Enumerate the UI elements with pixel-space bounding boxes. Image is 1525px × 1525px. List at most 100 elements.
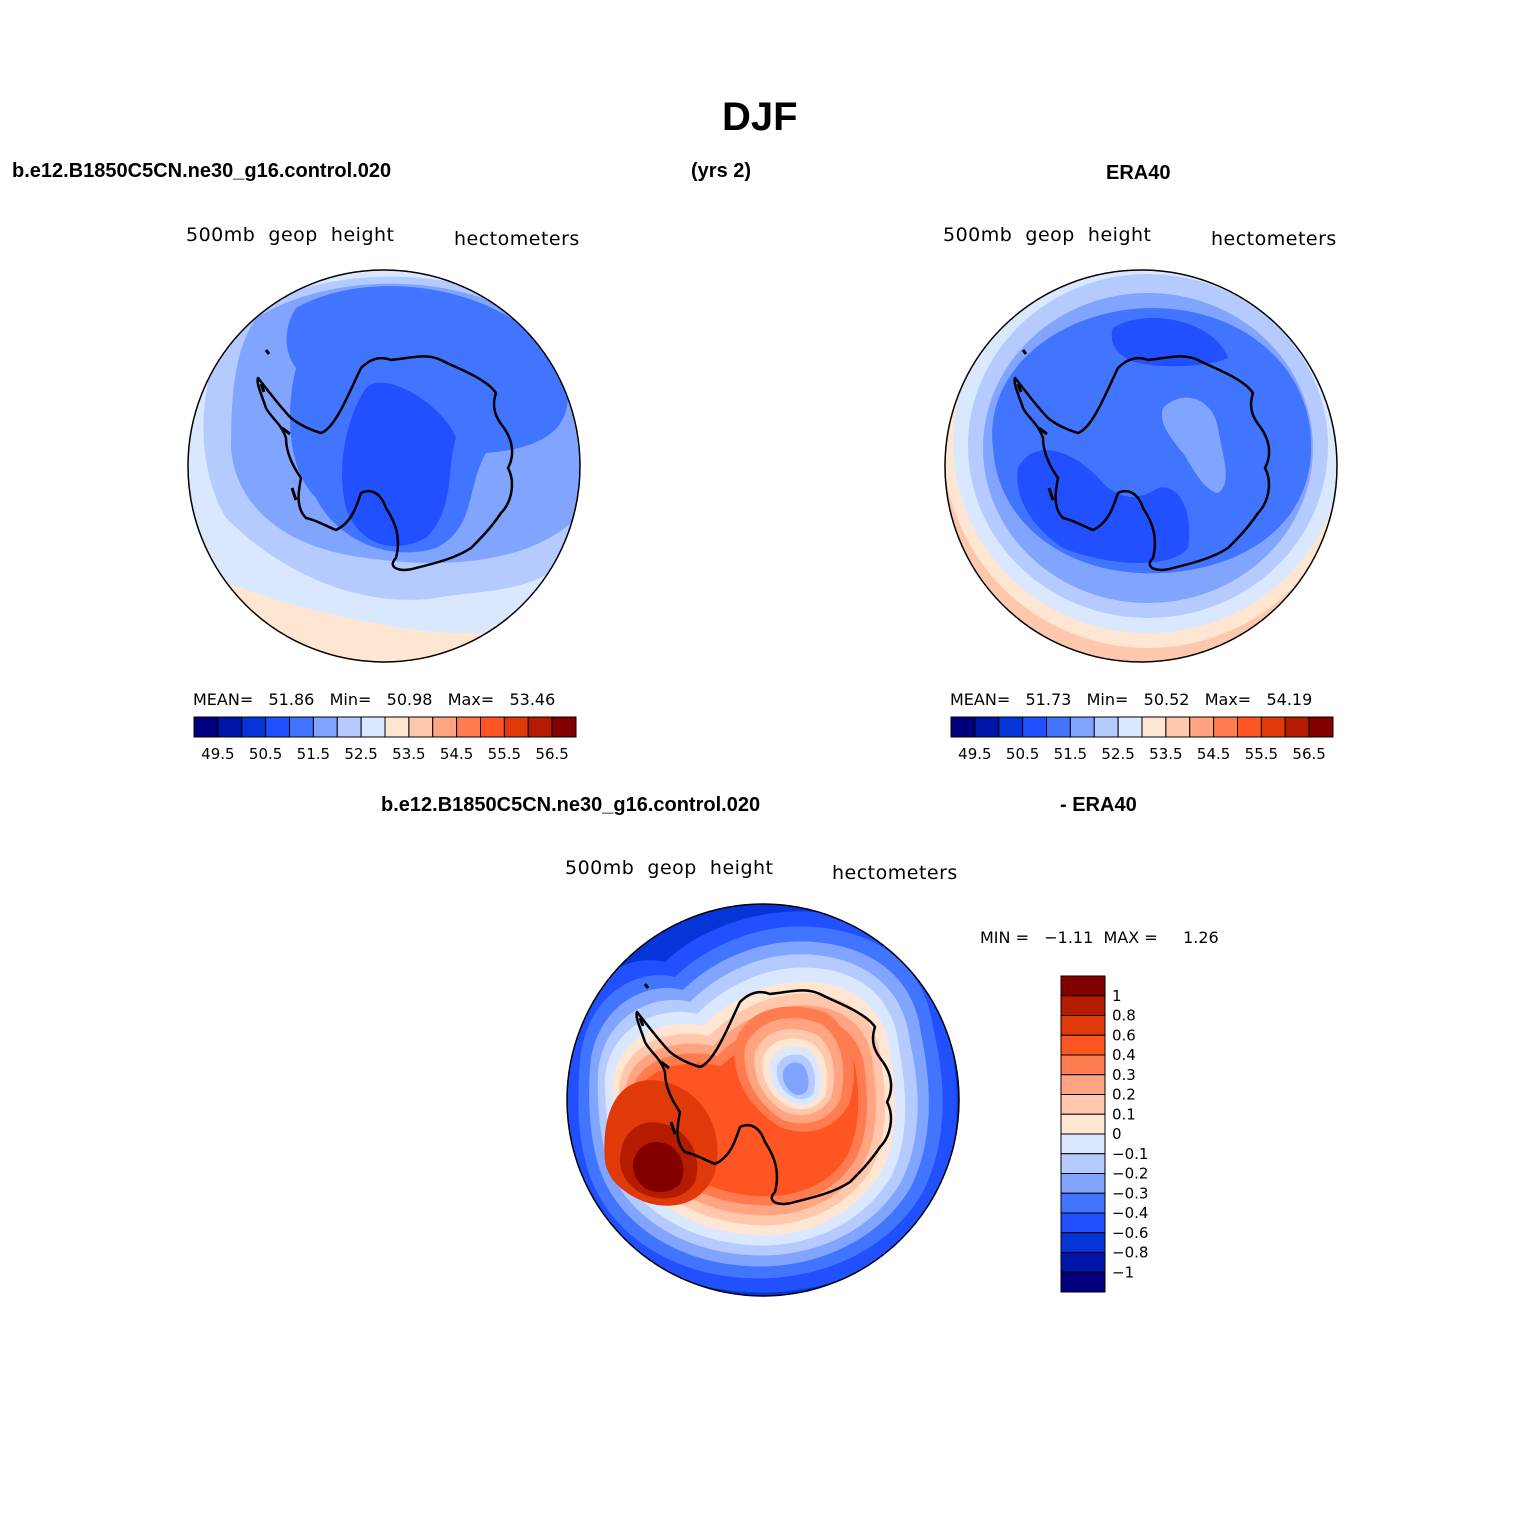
diff-polar-map (566, 903, 960, 1297)
colorbar-swatch (1060, 1153, 1106, 1174)
model-stats: MEAN= 51.86 Min= 50.98 Max= 53.46 (193, 690, 555, 709)
colorbar-tick-label: 56.5 (1292, 745, 1325, 763)
colorbar-tick-label: 55.5 (1245, 745, 1278, 763)
colorbar-swatch (289, 716, 314, 738)
colorbar-swatch (1046, 716, 1071, 738)
antarctica-coastline (256, 355, 514, 572)
min-value: −1.11 (1044, 928, 1094, 947)
obs-polar-map (944, 269, 1338, 663)
model-units-label: hectometers (454, 228, 580, 250)
min-value: 50.52 (1143, 690, 1190, 709)
contour-ring (633, 1142, 684, 1193)
peninsula-islands (1016, 349, 1055, 501)
colorbar-tick-label: 0.2 (1112, 1086, 1136, 1104)
colorbar-tick-label: 0.1 (1112, 1105, 1136, 1123)
colorbar-swatch (1060, 975, 1106, 997)
max-value: 53.46 (509, 690, 556, 709)
peninsula-islands (259, 349, 298, 501)
colorbar-swatch (265, 716, 290, 738)
obs-stats: MEAN= 51.73 Min= 50.52 Max= 54.19 (950, 690, 1312, 709)
colorbar-tick-label: 0.8 (1112, 1007, 1136, 1025)
model-case-title: b.e12.B1850C5CN.ne30_g16.control.020 (12, 160, 392, 182)
contour-ring (782, 1062, 809, 1095)
colorbar-tick-label: 0.6 (1112, 1026, 1136, 1044)
min-label: MIN = (980, 928, 1029, 947)
colorbar-tick-label: 54.5 (1197, 745, 1230, 763)
model-variable-label: 500mb geop height (186, 224, 395, 246)
colorbar-swatch (1069, 716, 1095, 738)
colorbar-swatch (1060, 1034, 1106, 1056)
colorbar-swatch (1189, 716, 1215, 738)
colorbar-swatch (1093, 716, 1119, 738)
colorbar-swatch (527, 716, 553, 738)
colorbar-swatch (1060, 1232, 1106, 1253)
colorbar-swatch (1060, 1015, 1106, 1036)
colorbar-swatch (974, 716, 1000, 738)
max-value: 54.19 (1266, 690, 1313, 709)
diff-colorbar: 1 0.80.6 0.4 0.3 0.20.1 0 −0.1 −0.2−0.3 −0.4 −0.6… (1060, 975, 1148, 1293)
colorbar-tick-label: 52.5 (1101, 745, 1134, 763)
colorbar-tick-label: −1 (1112, 1263, 1134, 1281)
colorbar-swatch (1060, 1212, 1106, 1234)
colorbar-tick-label: −0.6 (1112, 1224, 1148, 1242)
colorbar-swatch (1060, 1192, 1106, 1214)
model-polar-map (187, 269, 581, 663)
antarctica-coastline (1013, 355, 1271, 572)
colorbar-tick-label: 56.5 (535, 745, 568, 763)
colorbar-swatch (1060, 1094, 1106, 1115)
colorbar-swatch (408, 716, 434, 738)
colorbar-swatch (1060, 1271, 1106, 1293)
colorbar-swatch (1141, 716, 1167, 738)
colorbar-swatch (1060, 1252, 1106, 1273)
colorbar-swatch (480, 716, 505, 738)
colorbar-swatch (312, 716, 338, 738)
diff-right-title: - ERA40 (1060, 794, 1137, 816)
map-boundary (187, 269, 581, 663)
colorbar-swatch (1060, 1054, 1106, 1076)
colorbar-tick-label: 50.5 (1006, 745, 1039, 763)
obs-colorbar: 49.5 50.5 51.5 52.5 53.5 54.5 55.5 56.5 (950, 716, 1334, 763)
obs-case-title: ERA40 (1106, 162, 1171, 184)
min-value: 50.98 (386, 690, 433, 709)
map-boundary (944, 269, 1338, 663)
colorbar-swatch (950, 716, 976, 738)
obs-units-label: hectometers (1211, 228, 1337, 250)
colorbar-swatch (1060, 1133, 1106, 1155)
colorbar-tick-label: 55.5 (488, 745, 521, 763)
mean-label: MEAN= (950, 690, 1011, 709)
diff-variable-label: 500mb geop height (565, 857, 774, 879)
colorbar-swatch (1284, 716, 1310, 738)
max-value: 1.26 (1183, 928, 1219, 947)
contour-ring (1017, 450, 1190, 563)
colorbar-tick-label: 51.5 (1054, 745, 1087, 763)
colorbar-swatch (1117, 716, 1143, 738)
colorbar-tick-label: −0.8 (1112, 1244, 1148, 1262)
colorbar-swatch (1060, 1113, 1106, 1135)
mean-value: 51.86 (268, 690, 315, 709)
colorbar-swatch (217, 716, 243, 738)
antarctica-coastline (635, 989, 893, 1206)
colorbar-tick-label: 53.5 (1149, 745, 1182, 763)
colorbar-swatch (1260, 716, 1286, 738)
colorbar-tick-label: 0.3 (1112, 1066, 1136, 1084)
colorbar-swatch (1213, 716, 1238, 738)
min-label: Min= (329, 690, 372, 709)
colorbar-tick-label: −0.3 (1112, 1184, 1148, 1202)
colorbar-tick-label: −0.1 (1112, 1145, 1148, 1163)
obs-variable-label: 500mb geop height (943, 224, 1152, 246)
colorbar-tick-label: 51.5 (297, 745, 330, 763)
colorbar-swatch (551, 716, 577, 738)
colorbar-swatch (503, 716, 529, 738)
peninsula-islands (638, 983, 677, 1135)
colorbar-swatch (384, 716, 410, 738)
colorbar-tick-label: 53.5 (392, 745, 425, 763)
mean-value: 51.73 (1025, 690, 1072, 709)
max-label: Max= (447, 690, 495, 709)
colorbar-swatch (193, 716, 219, 738)
min-label: Min= (1086, 690, 1129, 709)
colorbar-swatch (432, 716, 458, 738)
figure-title: DJF (722, 95, 798, 139)
colorbar-swatch (1022, 716, 1047, 738)
colorbar-swatch (1060, 1173, 1106, 1194)
colorbar-swatch (241, 716, 267, 738)
